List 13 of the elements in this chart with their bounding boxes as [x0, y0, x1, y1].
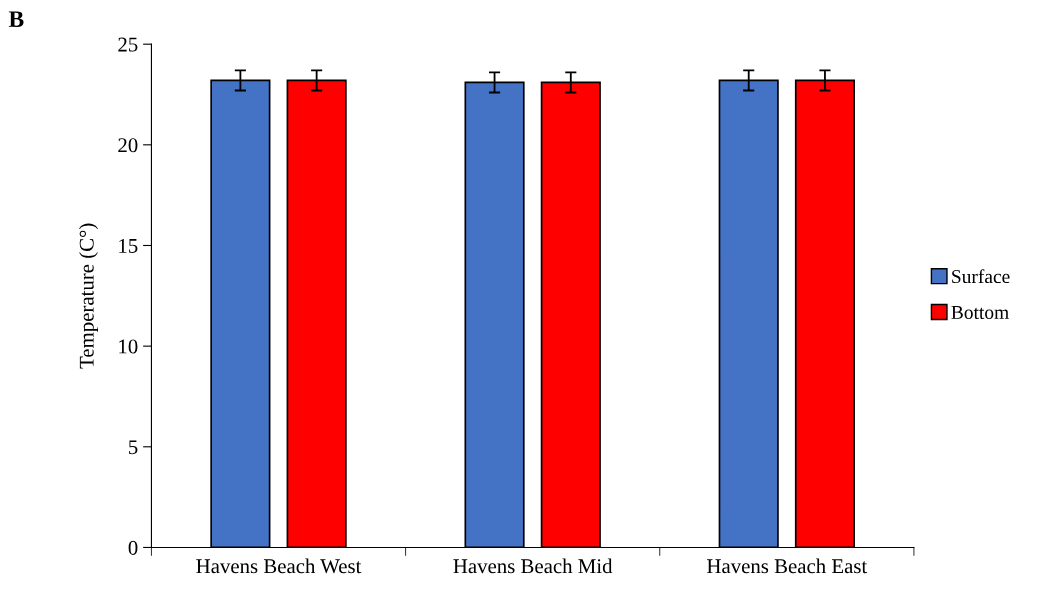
x-tick-label: Havens Beach West: [196, 558, 362, 574]
text: B: [8, 11, 24, 27]
y-axis-title: Temperature (C°): [79, 223, 98, 369]
y-tick-label: 25: [118, 37, 138, 52]
legend-label: Bottom: [951, 306, 1009, 319]
y-tick-label: 15: [119, 238, 138, 253]
x-tick-label: Havens Beach Mid: [453, 558, 613, 574]
y-tick-label: 20: [118, 138, 138, 153]
legend-label: Surface: [952, 269, 1010, 284]
y-tick-label: 5: [129, 440, 138, 455]
y-tick-label: 10: [119, 339, 138, 354]
x-tick-label: Havens Beach East: [707, 558, 868, 574]
y-tick-label: 0: [128, 540, 138, 555]
